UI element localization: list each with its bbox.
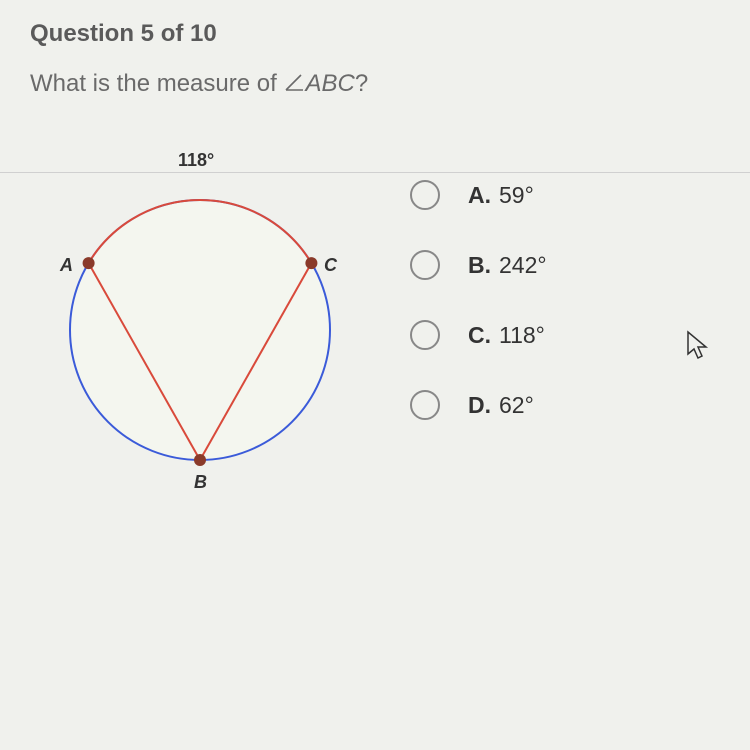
option-letter: C. [468, 322, 491, 349]
cursor-icon [686, 330, 710, 365]
point-label-A: A [60, 255, 73, 276]
options-list: A. 59° B. 242° C. 118° D. 62° [390, 140, 547, 480]
radio-icon [410, 320, 440, 350]
option-a[interactable]: A. 59° [410, 180, 547, 210]
question-prefix: What is the measure of [30, 70, 283, 97]
arc-label: 118° [178, 150, 214, 171]
option-letter: B. [468, 252, 491, 279]
radio-icon [410, 180, 440, 210]
option-c[interactable]: C. 118° [410, 320, 547, 350]
point-label-B: B [194, 472, 207, 493]
circle-diagram: 118°ACB [30, 140, 390, 480]
option-letter: A. [468, 182, 491, 209]
option-value: 59° [499, 182, 534, 209]
question-header: Question 5 of 10 [30, 20, 720, 48]
option-b[interactable]: B. 242° [410, 250, 547, 280]
radio-icon [410, 390, 440, 420]
point-label-C: C [324, 255, 337, 276]
option-value: 242° [499, 252, 547, 279]
diagram-svg [30, 140, 390, 500]
option-d[interactable]: D. 62° [410, 390, 547, 420]
option-value: 62° [499, 392, 534, 419]
question-text: What is the measure of ABC? [30, 70, 720, 100]
question-suffix: ? [355, 70, 368, 97]
angle-icon [283, 72, 305, 100]
radio-icon [410, 250, 440, 280]
option-letter: D. [468, 392, 491, 419]
angle-label: ABC [305, 70, 354, 97]
option-value: 118° [499, 322, 545, 349]
